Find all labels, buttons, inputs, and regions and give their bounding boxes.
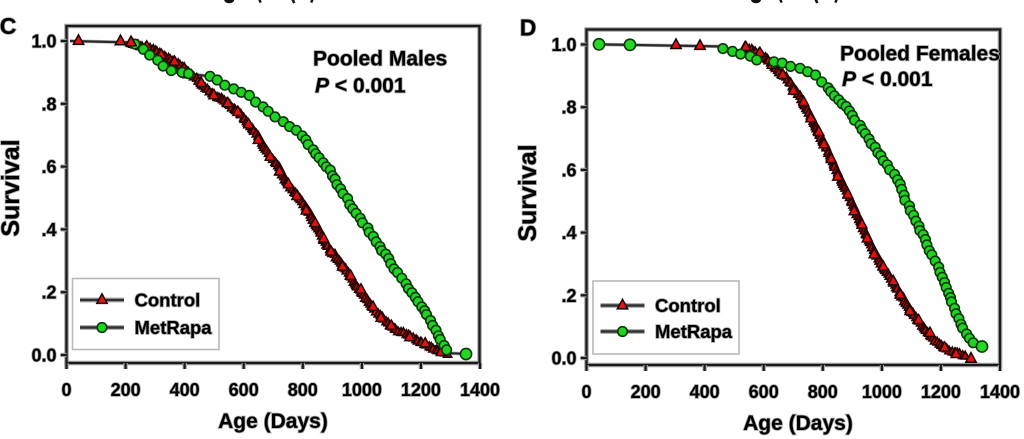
svg-text:200: 200 (631, 382, 661, 402)
svg-text:MetRapa: MetRapa (135, 317, 213, 338)
svg-text:Survival: Survival (514, 144, 542, 241)
svg-text:Pooled Males: Pooled Males (313, 48, 447, 71)
svg-text:200: 200 (111, 380, 141, 400)
svg-text:1200: 1200 (921, 382, 961, 402)
svg-text:.6: .6 (41, 157, 56, 177)
svg-text:Survival: Survival (0, 139, 25, 236)
svg-text:1400: 1400 (980, 382, 1020, 402)
svg-text:Pooled Females: Pooled Females (840, 43, 1000, 66)
svg-text:Age (Days): Age (Days) (743, 412, 853, 435)
svg-text:.8: .8 (41, 94, 56, 114)
svg-text:0: 0 (581, 382, 591, 402)
svg-text:1.0: 1.0 (31, 32, 56, 52)
svg-text:1000: 1000 (862, 382, 902, 402)
svg-text:MetRapa: MetRapa (655, 321, 733, 342)
svg-text:1200: 1200 (401, 380, 441, 400)
svg-text:600: 600 (749, 382, 779, 402)
svg-text:800: 800 (288, 380, 318, 400)
svg-text:1000: 1000 (342, 380, 382, 400)
svg-text:Control: Control (655, 295, 721, 316)
svg-text:P < 0.001: P < 0.001 (315, 75, 406, 98)
svg-text:.2: .2 (41, 283, 56, 303)
svg-text:Age (Days): Age (Days) (218, 410, 328, 433)
svg-text:.2: .2 (561, 286, 576, 306)
svg-text:400: 400 (690, 382, 720, 402)
svg-text:800: 800 (808, 382, 838, 402)
svg-text:0.0: 0.0 (31, 346, 56, 366)
svg-text:.4: .4 (41, 220, 56, 240)
svg-text:.6: .6 (561, 160, 576, 180)
svg-text:0: 0 (61, 380, 71, 400)
svg-text:C: C (0, 13, 16, 39)
svg-text:0.0: 0.0 (551, 349, 576, 369)
svg-text:400: 400 (170, 380, 200, 400)
svg-text:1.0: 1.0 (551, 35, 576, 55)
svg-text:1400: 1400 (460, 380, 500, 400)
svg-text:600: 600 (229, 380, 259, 400)
svg-text:D: D (520, 15, 537, 41)
svg-text:P < 0.001: P < 0.001 (842, 68, 933, 91)
svg-text:Control: Control (135, 290, 201, 311)
svg-text:.8: .8 (561, 98, 576, 118)
svg-text:.4: .4 (561, 223, 576, 243)
